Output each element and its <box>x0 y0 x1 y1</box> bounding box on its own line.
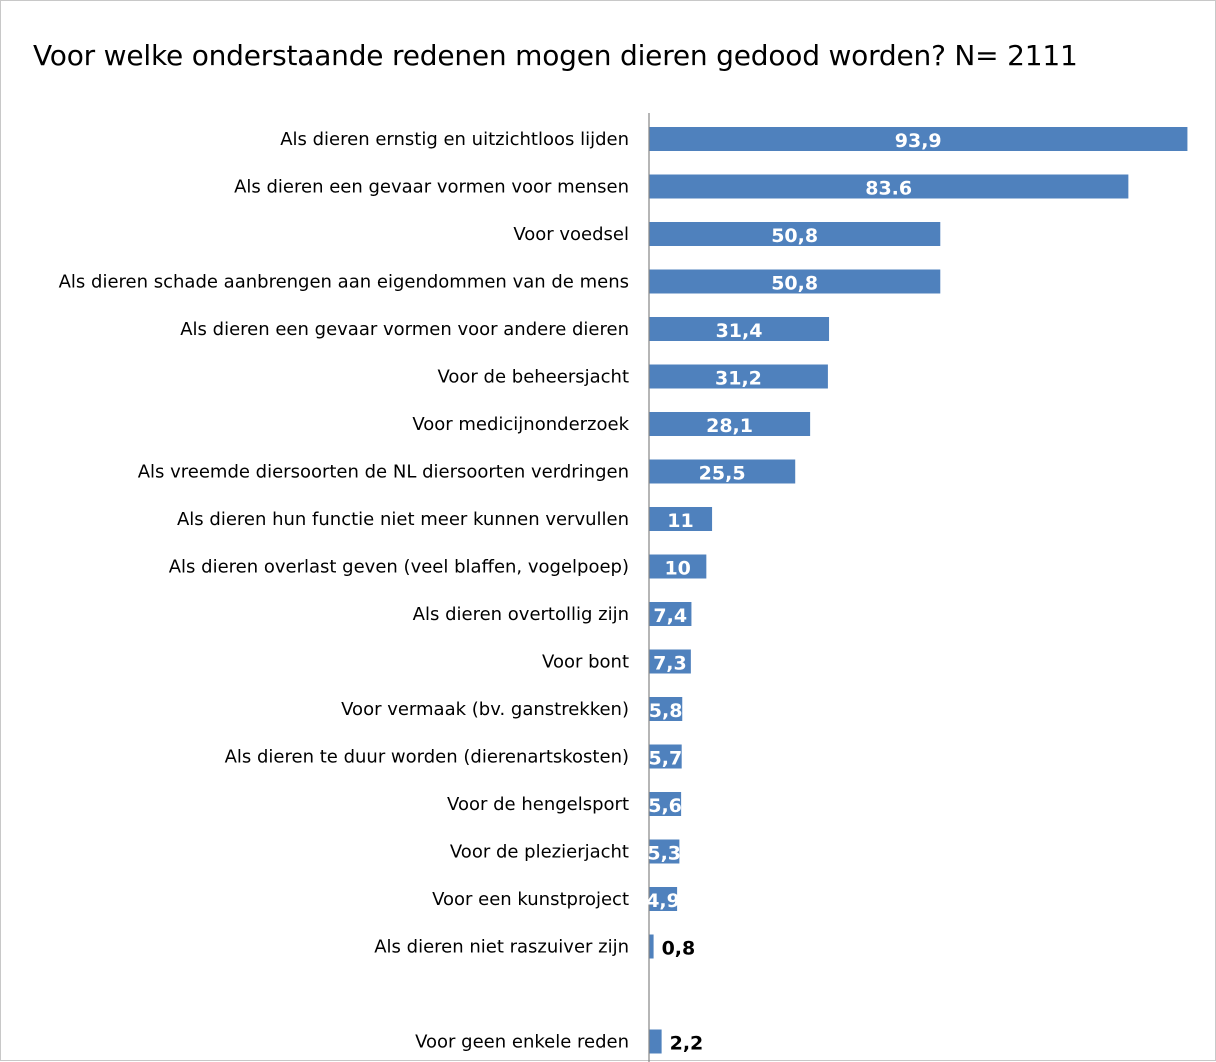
category-label: Als dieren hun functie niet meer kunnen … <box>177 509 629 530</box>
bar <box>649 887 678 911</box>
category-label: Voor de hengelsport <box>447 794 629 815</box>
bar <box>649 317 830 341</box>
category-label: Als dieren niet raszuiver zijn <box>374 937 629 958</box>
data-label: 5,3 <box>647 843 681 865</box>
bars-layer <box>649 127 1188 1054</box>
data-label: 5,6 <box>648 795 682 817</box>
category-label: Als vreemde diersoorten de NL diersoorte… <box>138 462 629 483</box>
data-label: 28,1 <box>706 415 753 437</box>
data-label: 83.6 <box>865 178 912 200</box>
category-label: Voor de beheersjacht <box>437 367 629 388</box>
data-label: 31,4 <box>716 320 763 342</box>
bar <box>649 744 682 769</box>
chart-title: Voor welke onderstaande redenen mogen di… <box>33 39 1078 72</box>
bar <box>649 127 1188 151</box>
data-label: 50,8 <box>771 225 818 247</box>
bar <box>649 269 941 294</box>
bar <box>649 364 828 389</box>
data-label: 50,8 <box>771 273 818 295</box>
bar <box>649 792 682 816</box>
data-label: 0,8 <box>662 938 696 960</box>
data-label: 7,3 <box>653 653 687 675</box>
data-label: 7,4 <box>653 605 687 627</box>
category-label: Voor vermaak (bv. ganstrekken) <box>341 699 629 720</box>
bar <box>649 459 796 484</box>
data-label: 2,2 <box>670 1033 704 1055</box>
category-label: Als dieren schade aanbrengen aan eigendo… <box>59 272 629 293</box>
data-label: 11 <box>667 510 693 532</box>
bar <box>649 1029 662 1054</box>
data-label: 31,2 <box>715 368 762 390</box>
category-label: Als dieren een gevaar vormen voor andere… <box>180 319 629 340</box>
category-label: Als dieren overtollig zijn <box>413 604 629 625</box>
data-label: 5,8 <box>649 700 683 722</box>
category-label: Voor een kunstproject <box>432 889 629 910</box>
category-label: Als dieren een gevaar vormen voor mensen <box>234 177 629 198</box>
data-label: 93,9 <box>895 130 942 152</box>
bar <box>649 554 707 579</box>
data-label: 10 <box>664 558 690 580</box>
bar <box>649 507 713 531</box>
bar <box>649 934 654 959</box>
category-label: Als dieren te duur worden (dierenartskos… <box>225 747 629 768</box>
bar <box>649 174 1129 199</box>
bar <box>649 697 683 721</box>
bar <box>649 649 691 674</box>
bar <box>649 222 941 246</box>
bar <box>649 602 692 626</box>
category-label: Voor de plezierjacht <box>450 842 629 863</box>
bar <box>649 412 811 436</box>
data-label: 5,7 <box>649 748 683 770</box>
data-label: 25,5 <box>699 463 746 485</box>
category-label: Voor voedsel <box>513 224 629 245</box>
category-label: Voor medicijnonderzoek <box>412 414 629 435</box>
category-label: Voor bont <box>542 652 629 673</box>
category-label: Als dieren ernstig en uitzichtloos lijde… <box>280 129 629 150</box>
category-label: Als dieren overlast geven (veel blaffen,… <box>169 557 629 578</box>
labels-layer: Als dieren ernstig en uitzichtloos lijde… <box>59 129 942 1055</box>
data-label: 4,9 <box>646 890 680 912</box>
category-label: Voor geen enkele reden <box>415 1032 629 1053</box>
bar <box>649 839 680 864</box>
